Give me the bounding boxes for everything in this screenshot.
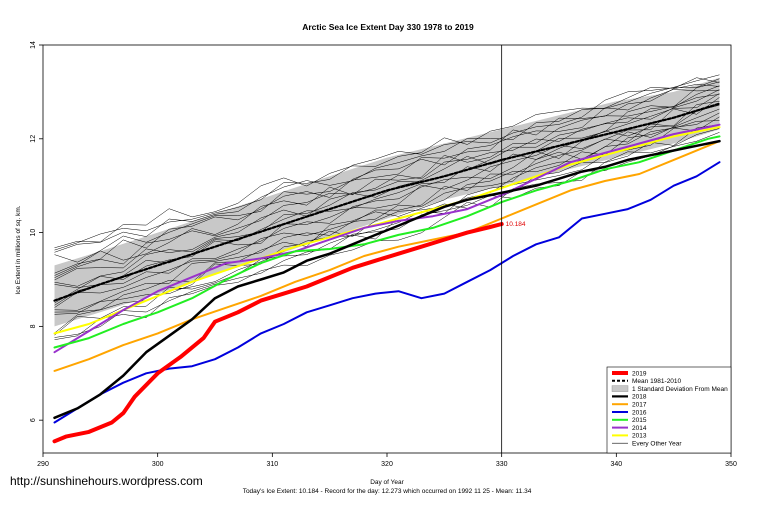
y-tick-label: 10	[30, 229, 37, 237]
series-lines	[52, 102, 721, 444]
other-year-line	[54, 85, 720, 281]
x-axis-ticks: 290 300 310 320 330 340 350	[37, 453, 737, 468]
legend-swatch	[611, 385, 629, 392]
other-year-line	[54, 132, 720, 340]
y-axis-ticks: 6 8 10 12 14	[30, 41, 43, 422]
x-tick-label: 300	[152, 461, 164, 468]
legend-label: 2015	[632, 417, 647, 424]
y-tick-label: 12	[30, 135, 37, 143]
series-line-2015	[53, 135, 721, 349]
plot-area: 10.184	[42, 44, 732, 454]
legend-label: 1 Standard Deviation From Mean	[632, 386, 728, 393]
other-year-line	[54, 89, 720, 287]
other-year-line	[54, 104, 720, 308]
other-year-line	[54, 108, 720, 311]
legend-label: Mean 1981-2010	[632, 378, 682, 385]
series-line-2019	[52, 222, 504, 444]
other-year-line	[54, 84, 720, 263]
x-tick-label: 320	[381, 461, 393, 468]
legend-label: 2017	[632, 402, 647, 409]
y-tick-label: 8	[30, 324, 37, 328]
y-tick-label: 14	[30, 41, 37, 49]
other-year-line	[54, 81, 720, 278]
x-tick-label: 340	[610, 461, 622, 468]
other-year-line	[54, 89, 720, 274]
current-value-annotation: 10.184	[506, 221, 526, 228]
x-axis-label: Day of Year	[370, 479, 404, 486]
legend-label: 2018	[632, 394, 647, 401]
y-tick-label: 6	[30, 418, 37, 422]
x-tick-label: 330	[496, 461, 508, 468]
legend-label: 2013	[632, 433, 647, 440]
other-year-line	[54, 74, 720, 249]
other-year-line	[54, 77, 720, 253]
series-line-2013	[53, 126, 721, 335]
x-tick-label: 350	[725, 461, 737, 468]
legend-label: 2019	[632, 370, 647, 377]
every-other-year-lines	[54, 74, 720, 340]
legend-label: Every Other Year	[632, 441, 682, 448]
legend-label: 2014	[632, 425, 647, 432]
other-year-line	[54, 97, 720, 304]
other-year-line	[54, 78, 720, 251]
legend-label: 2016	[632, 409, 647, 416]
footer-stats: Today's Ice Extent: 10.184 - Record for …	[243, 488, 532, 495]
chart-title: Arctic Sea Ice Extent Day 330 1978 to 20…	[302, 22, 474, 32]
series-line-2018	[53, 139, 721, 420]
series-line-mean-1981-2010	[53, 102, 721, 302]
y-axis-label: Ice Extent in millions of sq. km.	[15, 205, 22, 294]
watermark: http://sunshinehours.wordpress.com	[10, 474, 203, 488]
x-tick-label: 310	[266, 461, 278, 468]
x-tick-label: 290	[37, 461, 49, 468]
series-line-2017	[53, 140, 721, 372]
other-year-line	[54, 94, 720, 276]
other-year-line	[54, 100, 720, 306]
other-year-line	[54, 124, 720, 336]
series-line-2014	[53, 123, 721, 354]
